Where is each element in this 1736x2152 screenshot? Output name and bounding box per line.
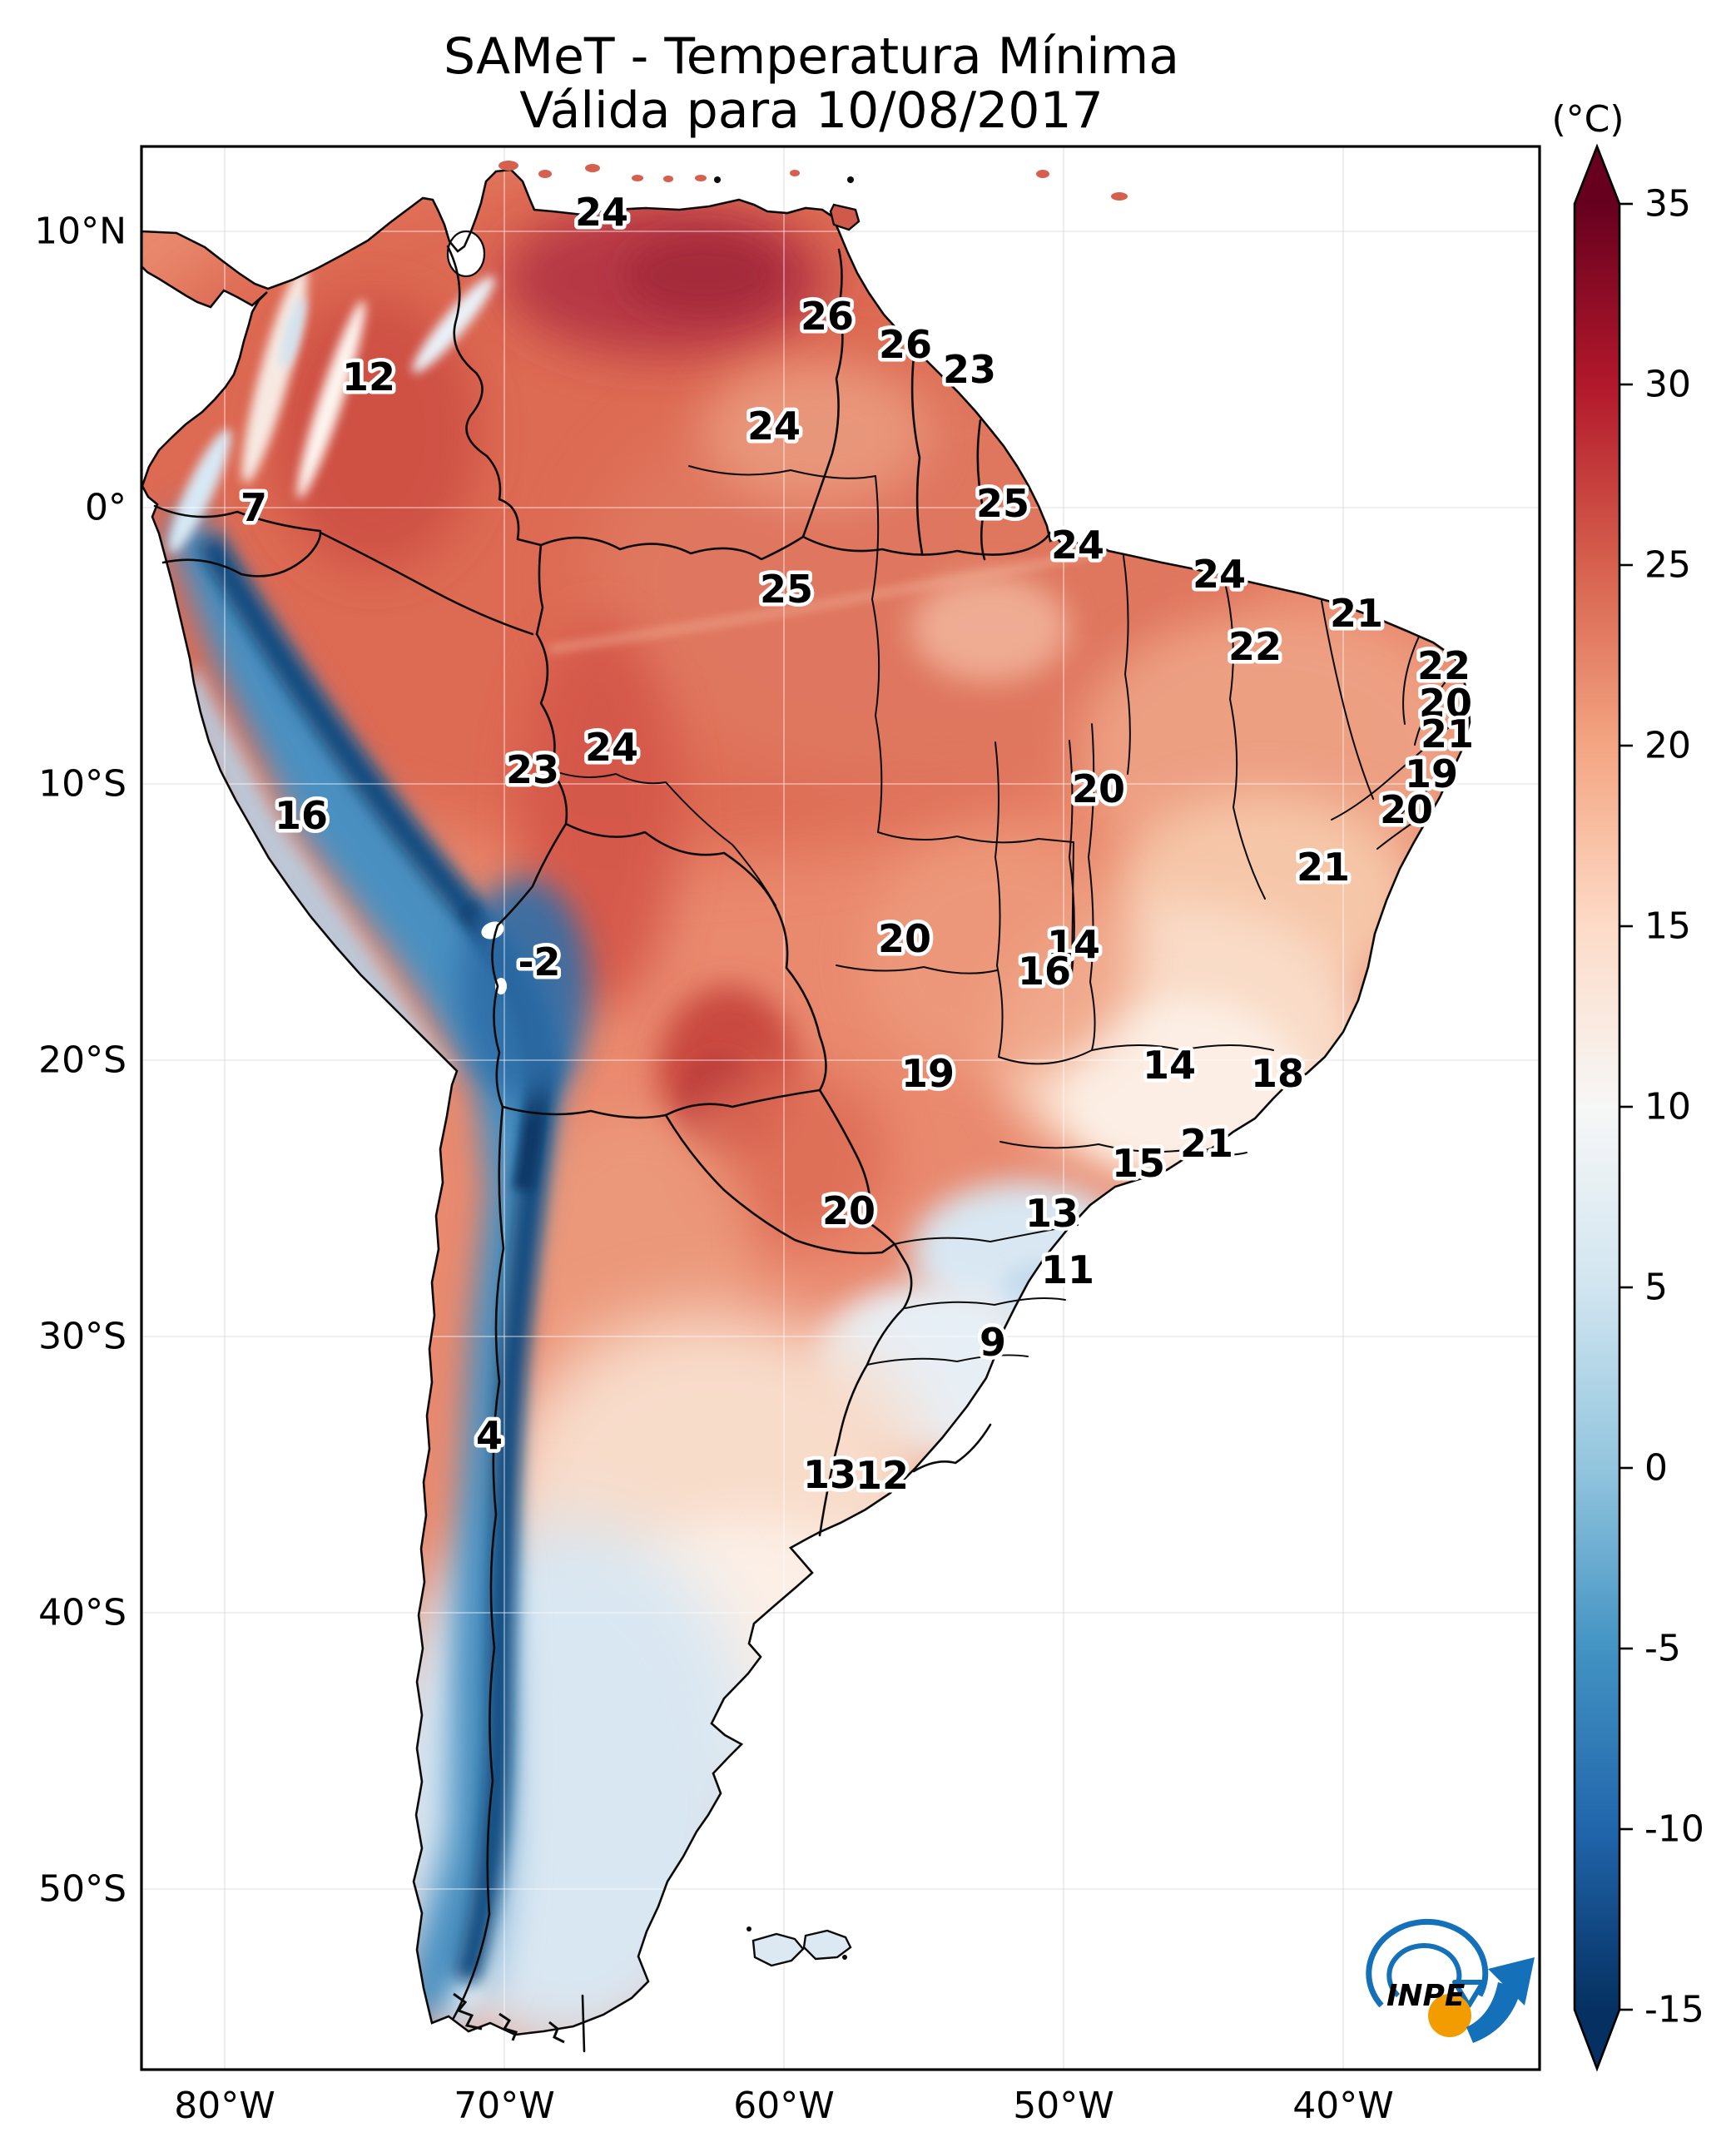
andes-ridge (166, 499, 566, 2022)
map-temp-label: 18 (1251, 1051, 1304, 1096)
colorbar-ticks: 35 30 25 20 15 10 5 0 -5 -10 -15 (1619, 183, 1704, 2031)
map-temp-label: 26 (879, 322, 932, 367)
map-temp-label: 21 (1297, 845, 1350, 890)
map-temp-label: 20 (1419, 681, 1472, 726)
lon-tick-label: 40°W (1292, 2085, 1394, 2127)
map-temp-label: 25 (976, 481, 1029, 526)
figure-title: SAMeT - Temperatura Mínima (444, 27, 1179, 86)
inpe-logo-orange-dot (1428, 1994, 1471, 2037)
colorbar-gradient-bar (1575, 204, 1619, 2010)
lat-tick-label: 40°S (38, 1592, 126, 1634)
figure-subtitle: Válida para 10/08/2017 (519, 82, 1104, 140)
inpe-logo-outer-swirl (1366, 1918, 1489, 2008)
inpe-logo-arrow-head (1488, 1957, 1535, 2006)
map-temp-label: 24 (1051, 523, 1104, 568)
map-temp-label: 21 (1421, 712, 1474, 756)
colorbar-arrow-top (1575, 146, 1619, 204)
map-temp-label: 13 (803, 1452, 856, 1497)
trinidad-island (829, 203, 861, 231)
tierra-del-fuego-fjords (453, 1992, 565, 2044)
map-temp-label: -2 (518, 940, 560, 984)
colorbar-tick-label: -5 (1644, 1628, 1681, 1670)
map-temp-label: 14 (1047, 922, 1100, 967)
colorbar-tick-label: 25 (1644, 544, 1691, 587)
map-temp-label: 19 (1405, 751, 1458, 796)
colorbar-tick-label: 0 (1644, 1447, 1668, 1490)
map-temp-label: 19 (901, 1051, 955, 1096)
map-temp-label: 15 (1112, 1141, 1165, 1186)
map-temp-label: 21 (1180, 1121, 1233, 1166)
colorbar: 35 30 25 20 15 10 5 0 -5 -10 -15 (°C) (1551, 98, 1704, 2072)
map-temp-label: 7 (241, 485, 267, 530)
lake-poopo (495, 978, 507, 994)
map-temp-label: 14 (1143, 1043, 1196, 1088)
map-temp-label: 4 (476, 1413, 503, 1458)
map-temp-label: 23 (943, 347, 996, 392)
inpe-logo-arrow-down (1452, 1980, 1486, 2008)
colorbar-tick-label: 35 (1644, 183, 1691, 226)
latitude-axis: 10°N 0° 10°S 20°S 30°S 40°S 50°S (34, 211, 126, 1911)
inpe-logo-text: INPE (1386, 1979, 1466, 2013)
map-temp-label: 12 (856, 1453, 909, 1498)
colorbar-arrow-bottom (1575, 2010, 1619, 2069)
map-temp-label: 22 (1228, 624, 1282, 669)
map-temp-label: 12 (342, 355, 395, 399)
map-temp-label: 16 (1018, 949, 1071, 994)
lon-tick-label: 70°W (454, 2085, 555, 2127)
map-temp-label: 21 (1330, 591, 1383, 636)
map-temp-label: 11 (1041, 1247, 1094, 1292)
lake-maracaibo (446, 230, 486, 278)
colorbar-tick-label: 30 (1644, 364, 1691, 406)
map-temp-label: 25 (760, 567, 813, 612)
map-temp-label: 24 (575, 190, 628, 235)
lat-tick-label: 20°S (38, 1039, 126, 1082)
lon-tick-label: 80°W (174, 2085, 275, 2127)
map-temp-label: 24 (747, 404, 801, 449)
lon-tick-label: 60°W (733, 2085, 835, 2127)
lat-tick-label: 0° (85, 487, 126, 529)
colorbar-tick-label: 15 (1644, 905, 1691, 948)
lat-tick-label: 10°N (34, 211, 126, 253)
map-temp-label: 24 (1193, 552, 1246, 597)
colorbar-tick-label: 20 (1644, 725, 1691, 767)
map-temp-label: 16 (275, 793, 328, 838)
map-temp-label: 20 (1072, 766, 1125, 811)
map-temp-label: 13 (1025, 1191, 1079, 1236)
state-borders (550, 465, 1463, 1366)
map-frame (140, 145, 1541, 2071)
map-temp-label: 20 (1380, 787, 1433, 832)
lakes (446, 230, 507, 994)
map-temp-label: 23 (506, 747, 559, 792)
country-borders (153, 245, 1052, 2053)
inpe-logo: INPE (1366, 1918, 1535, 2043)
colorbar-unit-label: (°C) (1551, 98, 1624, 141)
map-temp-label: 26 (801, 294, 854, 339)
inpe-logo-inner-swirl (1386, 1943, 1462, 1998)
map-temp-label: 20 (878, 916, 931, 961)
colorbar-tick-label: 10 (1644, 1086, 1691, 1128)
lat-tick-label: 50°S (38, 1868, 126, 1911)
map-temp-label: 24 (585, 725, 638, 770)
falkland-islands (746, 1926, 852, 1967)
lon-tick-label: 50°W (1013, 2085, 1114, 2127)
map-temp-label: 22 (1417, 643, 1471, 688)
colorbar-tick-label: -15 (1644, 1989, 1704, 2031)
map-temp-label: 20 (822, 1188, 875, 1233)
inpe-logo-arrow-body (1466, 1982, 1521, 2043)
colorbar-tick-label: 5 (1644, 1267, 1668, 1309)
colorbar-tick-label: -10 (1644, 1808, 1704, 1851)
lat-tick-label: 10°S (38, 763, 126, 806)
lat-tick-label: 30°S (38, 1316, 126, 1358)
map-temp-label: 9 (980, 1320, 1006, 1365)
caribbean-islands (498, 161, 1128, 201)
longitude-axis: 80°W 70°W 60°W 50°W 40°W (174, 2085, 1394, 2127)
